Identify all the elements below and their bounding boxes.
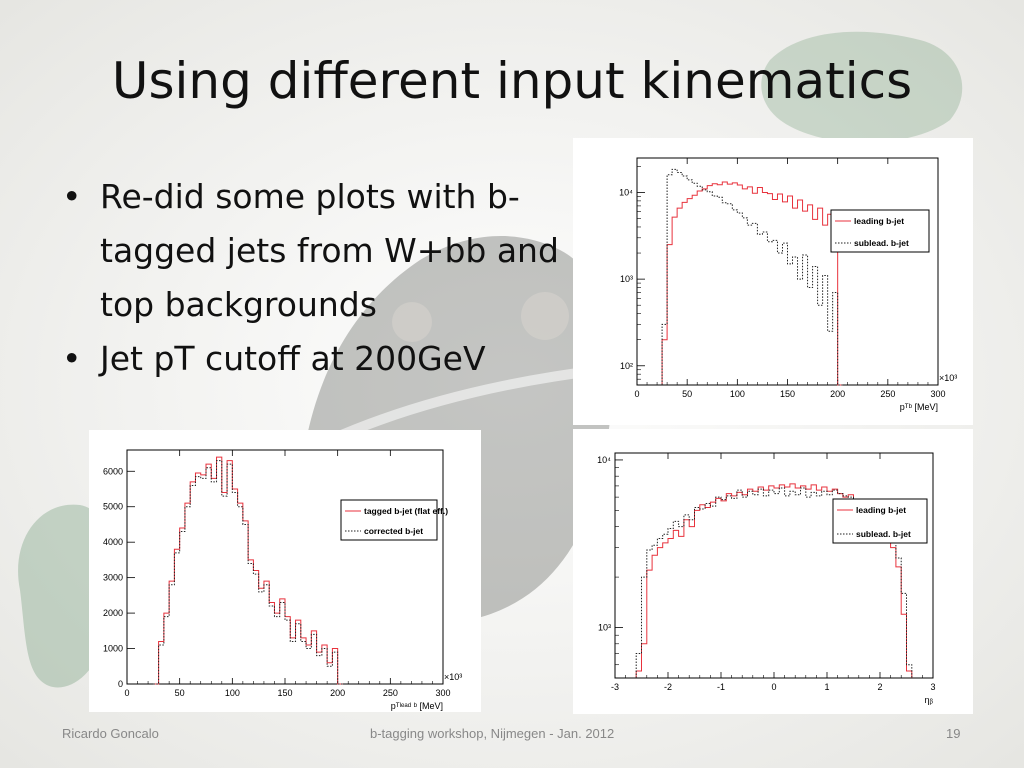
plot-frame [636, 157, 939, 386]
x-tick-label: -2 [664, 682, 672, 692]
x-tick-label: 250 [383, 688, 398, 698]
x-tick-label: 200 [330, 688, 345, 698]
x-tick-label: 50 [175, 688, 185, 698]
series-1-line [153, 460, 343, 685]
y-tick-label: 4000 [103, 537, 123, 547]
bullet-list: Re-did some plots with b-tagged jets fro… [62, 170, 567, 386]
x-tick-label: 50 [682, 389, 692, 399]
x-tick-label: -1 [717, 682, 725, 692]
x-tick-label: 300 [930, 389, 945, 399]
series-0-line [153, 456, 343, 685]
x-tick-label: -3 [611, 682, 619, 692]
x-tick-label: 0 [771, 682, 776, 692]
legend-label: leading b-jet [854, 216, 904, 226]
series-0-line [661, 181, 843, 386]
y-tick-label: 6000 [103, 466, 123, 476]
plot-pt-linear: 0 50 100 150 200 250 300 0 1000 2000 3000 4000 5000 6… [89, 430, 481, 712]
x-tick-label: 100 [225, 688, 240, 698]
legend-box [832, 498, 928, 544]
legend-label: tagged b-jet (flat eff.) [364, 506, 448, 516]
y-tick-label: 5000 [103, 502, 123, 512]
legend-label: sublead. b-jet [856, 529, 911, 539]
y-tick-label: 10⁴ [619, 187, 633, 197]
footer-page-number: 19 [946, 726, 961, 741]
footer-author: Ricardo Goncalo [62, 726, 159, 741]
legend-label: corrected b-jet [364, 526, 423, 536]
y-tick-label: 0 [118, 679, 123, 689]
legend-box [830, 209, 930, 253]
bullet-item: Re-did some plots with b-tagged jets fro… [62, 170, 567, 332]
x-tick-label: 150 [277, 688, 292, 698]
x-tick-label: 250 [880, 389, 895, 399]
x-tick-label: 100 [730, 389, 745, 399]
x-axis-label: ηᵦ [925, 695, 934, 705]
x-axis-label: pᵀᵇ [MeV] [900, 402, 938, 412]
plot-eta-log: -3 -2 -1 0 1 2 3 10³ 10⁴ ηᵦ leading b-jet sublead. … [573, 429, 973, 714]
x-tick-label: 0 [634, 389, 639, 399]
x-tick-label: 1 [824, 682, 829, 692]
x-tick-label: 2 [877, 682, 882, 692]
x-tick-label: 300 [435, 688, 450, 698]
y-tick-label: 10² [620, 361, 633, 371]
x-axis-label: pᵀˡᵉᵃᵈ ᵇ [MeV] [391, 701, 443, 711]
x-tick-label: 150 [780, 389, 795, 399]
bullet-item: Jet pT cutoff at 200GeV [62, 332, 567, 386]
x-multiplier: ×10³ [444, 672, 462, 682]
y-tick-label: 2000 [103, 608, 123, 618]
y-tick-label: 3000 [103, 573, 123, 583]
y-tick-label: 10³ [620, 274, 633, 284]
x-tick-label: 3 [930, 682, 935, 692]
legend-label: leading b-jet [856, 505, 906, 515]
x-tick-label: 0 [124, 688, 129, 698]
legend-label: sublead. b-jet [854, 238, 909, 248]
x-tick-label: 200 [830, 389, 845, 399]
x-multiplier: ×10³ [939, 373, 957, 383]
series-1-line [661, 168, 843, 386]
footer-event: b-tagging workshop, Nijmegen - Jan. 2012 [370, 726, 615, 741]
y-tick-label: 10⁴ [597, 455, 611, 465]
legend-box [340, 499, 438, 541]
y-tick-label: 1000 [103, 644, 123, 654]
plot-pt-log: 0 50 100 150 200 250 300 10² 10³ 10⁴ ×10³ pᵀᵇ [MeV]… [573, 138, 973, 425]
slide-title: Using different input kinematics [111, 52, 913, 110]
y-tick-label: 10³ [598, 623, 611, 633]
